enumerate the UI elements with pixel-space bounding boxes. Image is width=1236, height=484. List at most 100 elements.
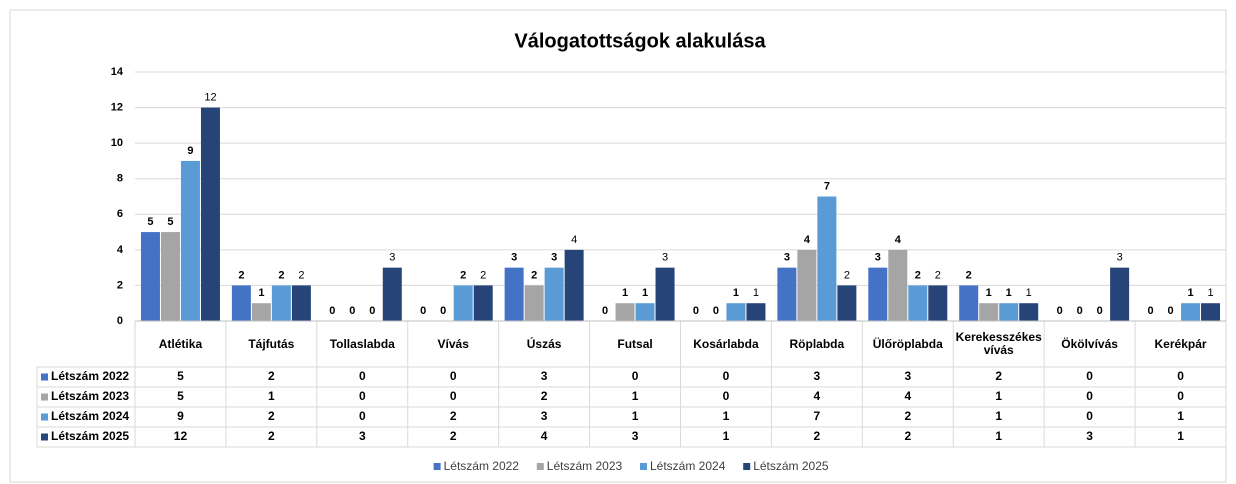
table-cell: 9 [177, 409, 184, 423]
table-cell: 3 [632, 429, 639, 443]
table-cell: 2 [268, 409, 275, 423]
table-cell: 1 [632, 409, 639, 423]
table-cell: 0 [450, 369, 457, 383]
category-label: Kosárlabda [693, 336, 759, 351]
category-label: Tájfutás [248, 336, 295, 351]
data-label: 0 [369, 305, 375, 317]
table-series-name: Létszám 2024 [51, 409, 129, 423]
table-cell: 3 [541, 409, 548, 423]
y-tick-label: 10 [111, 137, 123, 149]
legend-label: Létszám 2025 [753, 459, 829, 473]
bar [837, 285, 857, 321]
table-cell: 0 [359, 389, 366, 403]
category-label: Kerékpár [1154, 336, 1207, 351]
y-tick-label: 6 [117, 208, 123, 220]
data-label: 0 [1167, 305, 1173, 317]
data-label: 0 [602, 305, 608, 317]
bar [746, 303, 766, 321]
table-cell: 3 [541, 369, 548, 383]
bar [1019, 303, 1039, 321]
table-legend-key [41, 393, 48, 401]
table-cell: 2 [268, 369, 275, 383]
table-cell: 0 [1177, 389, 1184, 403]
data-label: 1 [642, 287, 648, 299]
data-label: 3 [551, 252, 557, 264]
table-cell: 4 [904, 389, 911, 403]
data-label: 1 [1006, 287, 1012, 299]
bar [200, 107, 220, 321]
legend-label: Létszám 2022 [444, 459, 520, 473]
chart-title: Válogatottságok alakulása [514, 30, 766, 52]
table-cell: 0 [632, 369, 639, 383]
table-cell: 0 [1177, 369, 1184, 383]
data-label: 2 [915, 269, 921, 281]
data-label: 0 [1097, 305, 1103, 317]
y-tick-label: 2 [117, 279, 123, 291]
table-cell: 4 [814, 389, 821, 403]
data-label: 1 [1207, 287, 1213, 299]
table-legend-key [41, 373, 48, 381]
table-cell: 3 [359, 429, 366, 443]
table-series-name: Létszám 2022 [51, 369, 129, 383]
table-cell: 0 [723, 389, 730, 403]
bar [797, 249, 817, 321]
bar [180, 160, 200, 321]
bar [504, 267, 524, 321]
data-label: 2 [531, 269, 537, 281]
table-cell: 2 [541, 389, 548, 403]
table-cell: 1 [723, 429, 730, 443]
bar [999, 303, 1019, 321]
table-cell: 5 [177, 389, 184, 403]
legend-label: Létszám 2023 [547, 459, 623, 473]
data-label: 1 [733, 287, 739, 299]
bar [888, 249, 908, 321]
data-label: 3 [875, 252, 881, 264]
data-label: 3 [389, 252, 395, 264]
data-label: 1 [1026, 287, 1032, 299]
bar [453, 285, 473, 321]
bar [291, 285, 311, 321]
data-label: 2 [460, 269, 466, 281]
data-label: 2 [844, 269, 850, 281]
bar [928, 285, 948, 321]
data-label: 2 [298, 269, 304, 281]
table-cell: 1 [632, 389, 639, 403]
table-cell: 2 [995, 369, 1002, 383]
table-cell: 2 [268, 429, 275, 443]
legend-key [433, 463, 441, 470]
bar [271, 285, 291, 321]
table-cell: 5 [177, 369, 184, 383]
table-cell: 4 [541, 429, 548, 443]
data-label: 4 [895, 234, 902, 246]
bar [231, 285, 251, 321]
table-cell: 2 [904, 409, 911, 423]
data-label: 0 [713, 305, 719, 317]
data-label: 0 [440, 305, 446, 317]
bar [655, 267, 675, 321]
data-label: 0 [329, 305, 335, 317]
category-label: Atlétika [158, 336, 203, 351]
bar [817, 196, 837, 321]
table-cell: 2 [904, 429, 911, 443]
table-cell: 2 [450, 429, 457, 443]
table-cell: 3 [904, 369, 911, 383]
table-cell: 1 [995, 389, 1002, 403]
table-cell: 1 [1177, 409, 1184, 423]
data-label: 2 [966, 269, 972, 281]
data-label: 2 [278, 269, 284, 281]
table-cell: 2 [814, 429, 821, 443]
bar [251, 303, 271, 321]
bar [1110, 267, 1130, 321]
legend-key [640, 463, 647, 470]
table-series-name: Létszám 2025 [51, 429, 129, 443]
data-label: 1 [622, 287, 628, 299]
category-label: Úszás [526, 336, 562, 351]
bar [726, 303, 746, 321]
table-cell: 3 [1086, 429, 1093, 443]
table-cell: 2 [450, 409, 457, 423]
data-label: 2 [480, 269, 486, 281]
table-cell: 3 [814, 369, 821, 383]
data-label: 12 [204, 91, 216, 103]
bar [564, 249, 584, 321]
